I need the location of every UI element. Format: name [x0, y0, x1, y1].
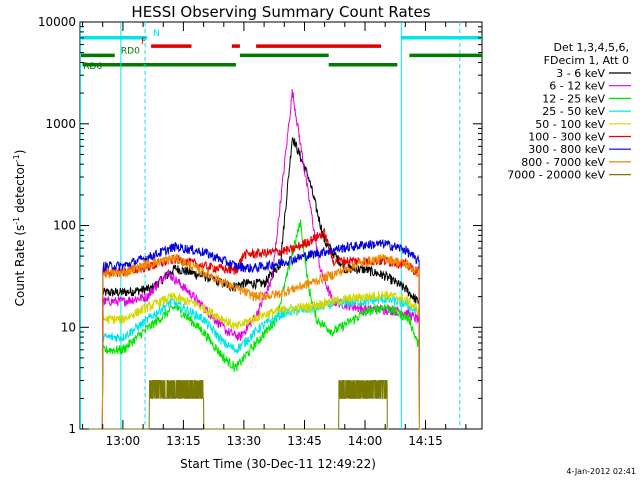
series-lines: [82, 89, 422, 430]
legend-header-line-1: Det 1,3,4,5,6,: [553, 41, 629, 54]
flag-label-rd0: RD0: [121, 46, 140, 56]
y-tick-label: 10000: [38, 15, 76, 29]
legend: Det 1,3,4,5,6, FDecim 1, Att 0 3 - 6 keV…: [507, 41, 631, 182]
series-line-1: [82, 136, 422, 430]
legend-label-7: 300 - 800 keV: [528, 143, 605, 156]
flag-label-n: N: [153, 29, 160, 39]
legend-label-5: 50 - 100 keV: [535, 118, 605, 131]
flag-label-rd6: RD6: [83, 62, 102, 72]
x-tick-label: 13:00: [106, 434, 141, 448]
series-line-9: [82, 380, 389, 430]
x-axis-title: Start Time (30-Dec-11 12:49:22): [180, 457, 376, 471]
y-tick-label: 1000: [45, 117, 76, 131]
series-line-5: [82, 290, 422, 430]
x-tick-label: 14:00: [348, 434, 383, 448]
y-axis: 1 10 100 1000 10000: [38, 15, 482, 436]
flag-label-f: F: [141, 37, 146, 47]
plot-frame: [79, 21, 483, 430]
legend-header-line-2: FDecim 1, Att 0: [544, 54, 629, 67]
legend-label-4: 25 - 50 keV: [542, 105, 605, 118]
series-line-3: [82, 219, 422, 430]
x-tick-label: 13:15: [166, 434, 201, 448]
date-stamp: 4-Jan-2012 02:41: [566, 467, 636, 476]
y-tick-label: 100: [53, 219, 76, 233]
series-line-7: [82, 239, 422, 430]
x-tick-label: 13:45: [287, 434, 322, 448]
chart-title: HESSI Observing Summary Count Rates: [131, 3, 430, 21]
x-tick-label: 14:15: [408, 434, 443, 448]
legend-label-9: 7000 - 20000 keV: [507, 169, 605, 182]
legend-label-6: 100 - 300 keV: [528, 131, 605, 144]
legend-label-8: 800 - 7000 keV: [521, 156, 605, 169]
series-line-8: [82, 253, 422, 430]
legend-label-2: 6 - 12 keV: [549, 80, 605, 93]
legend-label-3: 12 - 25 keV: [542, 92, 605, 105]
x-axis: 13:00 13:15 13:30 13:45 14:00 14:15: [82, 22, 467, 448]
series-line-4: [82, 293, 422, 430]
y-axis-title: Count Rate (s-1 detector-1): [12, 150, 27, 307]
vertical-markers: [80, 22, 461, 429]
legend-label-1: 3 - 6 keV: [556, 67, 605, 80]
y-tick-label: 10: [61, 320, 76, 334]
y-tick-label: 1: [68, 422, 76, 436]
x-tick-label: 13:30: [227, 434, 262, 448]
